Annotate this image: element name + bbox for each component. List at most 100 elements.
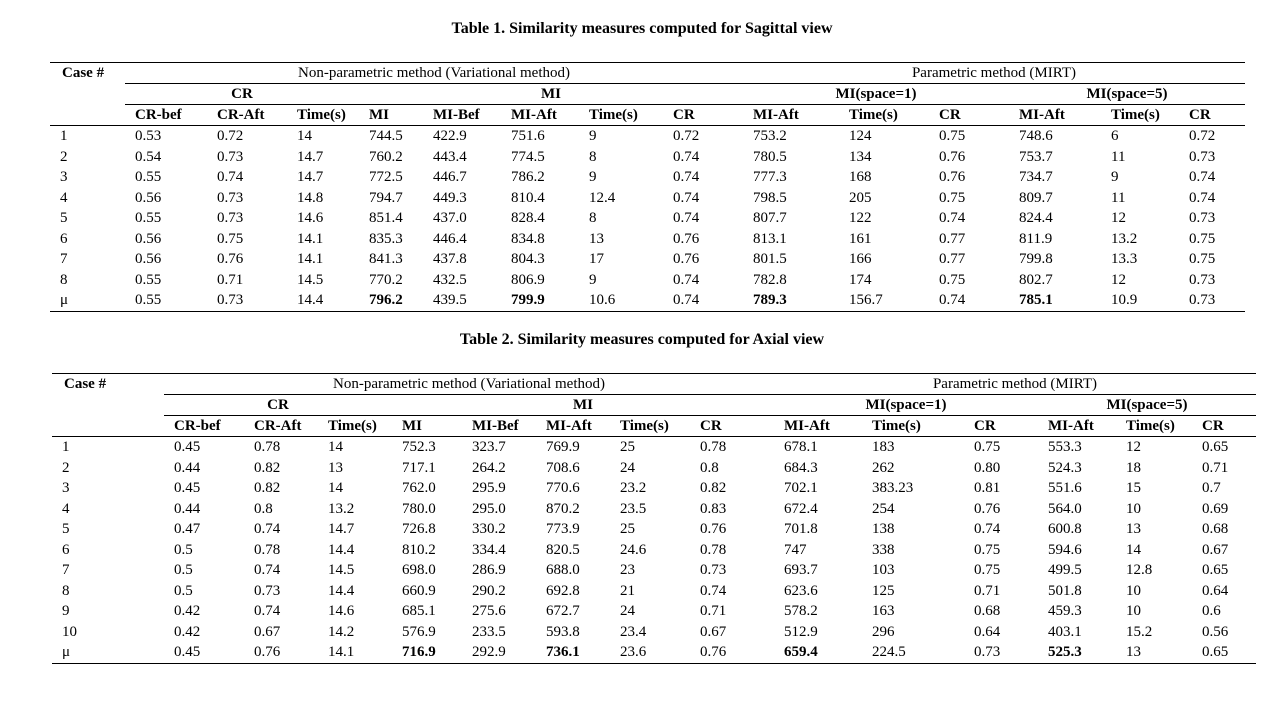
table-cell: 14.4 xyxy=(328,541,355,558)
table-cell: 659.4 xyxy=(774,642,862,664)
table-cell: 524.3 xyxy=(1048,459,1082,476)
column-header: MI xyxy=(392,415,462,437)
table-cell: 0.74 xyxy=(673,210,700,227)
table-cell: 0.53 xyxy=(135,128,162,145)
table-row: 7 0.5 0.74 14.5 698.0 286.9 688.0 23 0.73 693.7 10… xyxy=(52,560,1256,581)
table-cell: 6 xyxy=(1111,128,1119,145)
case-header: Case # xyxy=(52,373,164,395)
table-cell: 600.8 xyxy=(1048,521,1082,538)
table-cell: 0.74 xyxy=(1189,169,1216,186)
table-cell: 459.3 xyxy=(1048,603,1082,620)
case-cell: 4 xyxy=(60,189,68,206)
table-cell: 0.74 xyxy=(1189,189,1216,206)
table-cell: 21 xyxy=(620,582,635,599)
table-cell: 9 xyxy=(589,169,597,186)
table-cell: 13.3 xyxy=(1111,251,1138,268)
table-cell: 0.74 xyxy=(254,603,281,620)
table-cell: 0.73 xyxy=(1179,290,1245,312)
column-header: Time(s) xyxy=(1116,415,1192,437)
table-cell: 804.3 xyxy=(511,251,545,268)
table-cell: 593.8 xyxy=(546,623,580,640)
table-cell: 0.54 xyxy=(135,148,162,165)
table-cell: 0.67 xyxy=(254,623,281,640)
table-cell: 0.71 xyxy=(217,271,244,288)
mi-space5-header: MI(space=5) xyxy=(1009,83,1245,105)
table-cell: 701.8 xyxy=(784,521,818,538)
table-cell: 702.1 xyxy=(784,480,818,497)
column-header: CR-Aft xyxy=(244,415,318,437)
table-row: 2 0.54 0.73 14.7 760.2 443.4 774.5 8 0.74 780.5 13… xyxy=(50,147,1245,168)
case-cell: 7 xyxy=(62,562,70,579)
table-cell: 685.1 xyxy=(402,603,436,620)
table-cell: 772.5 xyxy=(369,169,403,186)
table-cell: 753.7 xyxy=(1019,148,1053,165)
table-cell: 254 xyxy=(872,500,895,517)
cr-subgroup-header: CR xyxy=(164,394,392,416)
table-cell: 809.7 xyxy=(1019,189,1053,206)
table-cell: 446.7 xyxy=(433,169,467,186)
table-cell: 11 xyxy=(1111,148,1126,165)
case-cell: 6 xyxy=(60,230,68,247)
case-cell: 8 xyxy=(60,271,68,288)
case-cell: 2 xyxy=(60,148,68,165)
column-header: MI-Bef xyxy=(462,415,536,437)
table-cell: 13.2 xyxy=(1111,230,1138,247)
table-cell: 10 xyxy=(1126,603,1141,620)
column-header: CR xyxy=(690,415,774,437)
table-cell: 744.5 xyxy=(369,128,403,145)
mi-space1-header: MI(space=1) xyxy=(774,394,1038,416)
mi-space5-header: MI(space=5) xyxy=(1038,394,1256,416)
table-subgroup-row: CR MI MI(space=1) MI(space=5) xyxy=(52,394,1256,416)
table-cell: 0.76 xyxy=(700,521,727,538)
table-cell: 0.73 xyxy=(217,189,244,206)
nonparam-group-header: Non-parametric method (Variational metho… xyxy=(164,373,774,395)
table-cell: 760.2 xyxy=(369,148,403,165)
table-cell: 14.1 xyxy=(297,230,324,247)
table-cell: 24 xyxy=(620,603,635,620)
table-cell: 443.4 xyxy=(433,148,467,165)
table-cell: 205 xyxy=(849,189,872,206)
table-row: 6 0.5 0.78 14.4 810.2 334.4 820.5 24.6 0.78 747 33… xyxy=(52,540,1256,561)
column-header: Time(s) xyxy=(1101,104,1179,126)
table-cell: 13 xyxy=(328,459,343,476)
table-cell: 0.74 xyxy=(673,271,700,288)
table-cell: 138 xyxy=(872,521,895,538)
table-cell: 163 xyxy=(872,603,895,620)
table-cell: 0.75 xyxy=(1189,251,1216,268)
table-cell: 748.6 xyxy=(1019,128,1053,145)
table-cell: 0.7 xyxy=(1202,480,1221,497)
table-cell: 0.6 xyxy=(1202,603,1221,620)
table-subgroup-row: CR MI MI(space=1) MI(space=5) xyxy=(50,83,1245,105)
table-cell: 0.45 xyxy=(174,439,201,456)
table-cell: 446.4 xyxy=(433,230,467,247)
table-cell: 13.2 xyxy=(328,500,355,517)
table-cell: 0.5 xyxy=(174,541,193,558)
table-row: 6 0.56 0.75 14.1 835.3 446.4 834.8 13 0.76 813.1 1… xyxy=(50,229,1245,250)
table-cell: 0.74 xyxy=(254,562,281,579)
table-cell: 799.8 xyxy=(1019,251,1053,268)
column-header: MI-Aft xyxy=(1038,415,1116,437)
table-cell: 810.2 xyxy=(402,541,436,558)
table-row: 8 0.5 0.73 14.4 660.9 290.2 692.8 21 0.74 623.6 12… xyxy=(52,581,1256,602)
table-cell: 0.74 xyxy=(939,210,966,227)
table-cell: 0.75 xyxy=(939,128,966,145)
table-cell: 693.7 xyxy=(784,562,818,579)
table-cell: 449.3 xyxy=(433,189,467,206)
table-cell: 623.6 xyxy=(784,582,818,599)
table-cell: 820.5 xyxy=(546,541,580,558)
table-cell: 0.75 xyxy=(939,271,966,288)
table-cell: 8 xyxy=(589,148,597,165)
axial-table-body: 1 0.45 0.78 14 752.3 323.7 769.9 25 0.78 678.1 183… xyxy=(52,437,1256,664)
column-header: MI-Aft xyxy=(774,415,862,437)
table-cell: 0.65 xyxy=(1202,562,1229,579)
table-cell: 403.1 xyxy=(1048,623,1082,640)
table-cell: 25 xyxy=(620,439,635,456)
table-cell: 103 xyxy=(872,562,895,579)
table-cell: 10.6 xyxy=(579,290,663,312)
table-cell: 734.7 xyxy=(1019,169,1053,186)
table-cell: 296 xyxy=(872,623,895,640)
table-cell: 0.75 xyxy=(974,562,1001,579)
table-header-row: Case # Non-parametric method (Variationa… xyxy=(52,373,1256,395)
mi-space1-header: MI(space=1) xyxy=(743,83,1009,105)
table-row: 4 0.56 0.73 14.8 794.7 449.3 810.4 12.4 0.74 798.… xyxy=(50,188,1245,209)
